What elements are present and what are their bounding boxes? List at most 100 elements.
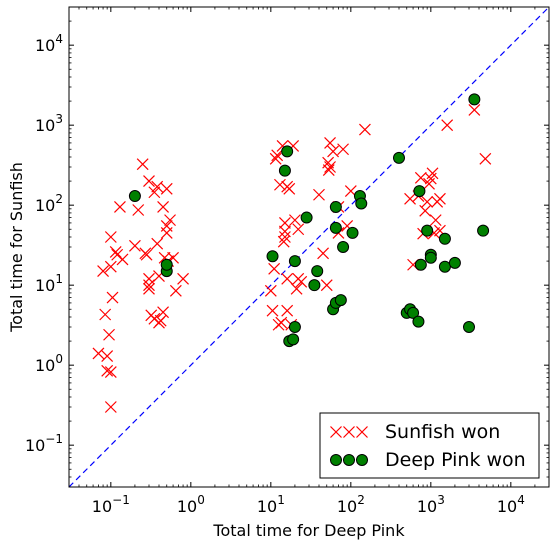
sunfish-won-point <box>101 350 114 362</box>
deep-pink-won-point <box>288 255 301 268</box>
deep-pink-won-point <box>355 197 368 210</box>
legend-label-sunfish: Sunfish won <box>385 421 500 443</box>
sunfish-won-point <box>278 225 291 238</box>
sunfish-won-point <box>358 123 371 136</box>
deep-pink-won-point <box>468 93 481 106</box>
y-axis-title: Total time for Sunfish <box>7 162 26 333</box>
sunfish-won-point <box>288 214 301 227</box>
y-tick-label: 100 <box>35 352 63 375</box>
deep-pink-won-point <box>407 306 420 319</box>
deep-pink-won-point <box>329 221 342 234</box>
x-tick-label: 104 <box>497 493 525 516</box>
x-axis-title: Total time for Deep Pink <box>212 521 405 540</box>
legend-marker-deep-pink <box>330 454 368 466</box>
sunfish-won-point <box>327 145 340 158</box>
deep-pink-won-point <box>438 260 451 273</box>
x-tick-label: 10−1 <box>92 493 130 516</box>
sunfish-won-point <box>157 306 170 319</box>
deep-pink-won-point <box>128 190 141 203</box>
deep-pink-won-point <box>421 224 434 237</box>
axis-ticks <box>69 7 549 487</box>
deep-pink-won-point <box>412 315 425 328</box>
deep-pink-won-point <box>413 185 426 198</box>
deep-pink-won-point <box>463 321 475 333</box>
y-tick-label: 104 <box>35 32 63 55</box>
deep-pink-won-point <box>424 251 437 264</box>
reference-line <box>69 7 549 487</box>
sunfish-won-point <box>128 239 141 252</box>
sunfish-won-point <box>104 231 117 243</box>
sunfish-won-point <box>104 260 117 273</box>
sunfish-won-point <box>164 214 176 227</box>
legend-circle-marker <box>343 454 355 466</box>
y-tick-label: 10−1 <box>25 432 63 455</box>
sunfish-won-point <box>414 171 427 184</box>
sunfish-won-point <box>151 180 164 193</box>
sunfish-won-point <box>177 272 190 285</box>
sunfish-won-point <box>290 282 303 295</box>
sunfish-won-point <box>169 284 182 297</box>
sunfish-won-point <box>140 248 153 261</box>
sunfish-won-point <box>99 308 112 321</box>
sunfish-won-point <box>264 284 277 297</box>
y-tick-label: 101 <box>35 272 63 295</box>
sunfish-won-point <box>468 104 481 116</box>
sunfish-won-point <box>132 204 145 216</box>
sunfish-won-point <box>281 304 294 317</box>
legend-label-deep-pink: Deep Pink won <box>385 449 526 471</box>
deep-pink-won-point <box>311 265 324 278</box>
sunfish-won-point <box>324 161 336 173</box>
deep-pink-won-point <box>448 256 461 269</box>
sunfish-won-point <box>268 262 281 275</box>
x-tick-label: 103 <box>417 493 445 516</box>
sunfish-won-point <box>278 216 291 229</box>
sunfish-won-point <box>143 175 155 188</box>
sunfish-won-point <box>317 247 330 260</box>
sunfish-won-point <box>313 188 325 201</box>
x-tick-label: 100 <box>177 493 205 516</box>
sunfish-won-point <box>283 182 296 195</box>
sunfish-won-point <box>157 201 170 213</box>
sunfish-won-point <box>278 231 291 243</box>
sunfish-won-point <box>92 347 105 360</box>
sunfish-won-point <box>277 235 290 248</box>
deep-pink-won-point <box>281 145 294 158</box>
sunfish-won-point <box>426 167 439 180</box>
sunfish-won-point <box>421 195 434 208</box>
deep-pink-won-point <box>337 241 350 253</box>
sunfish-won-point <box>479 152 492 165</box>
sunfish-won-point <box>160 182 173 195</box>
deep-pink-won-point <box>346 226 359 239</box>
sunfish-won-point <box>106 291 119 304</box>
sunfish-won-point <box>116 253 129 266</box>
x-tick-label: 102 <box>337 493 365 516</box>
deep-pink-won-point <box>160 258 173 271</box>
sunfish-won-point <box>281 272 294 285</box>
sunfish-won-point <box>143 279 155 292</box>
legend-circle-marker <box>356 454 368 466</box>
sunfish-won-point <box>103 328 115 341</box>
sunfish-won-point <box>320 279 333 292</box>
x-tick-label: 101 <box>257 493 285 516</box>
legend: Sunfish won Deep Pink won <box>319 412 540 479</box>
sunfish-won-point <box>104 366 117 378</box>
sunfish-won-point <box>295 275 308 288</box>
legend-x-marker <box>330 426 342 438</box>
deep-pink-won-point <box>278 164 291 177</box>
deep-pink-won-point <box>334 294 347 307</box>
deep-pink-won-point <box>392 151 405 164</box>
deep-pink-won-point <box>477 224 490 237</box>
sunfish-won-point <box>292 223 305 236</box>
sunfish-won-point <box>114 201 126 213</box>
sunfish-won-point <box>441 119 454 132</box>
y-tick-label: 102 <box>35 192 63 215</box>
sunfish-won-point <box>271 149 284 162</box>
sunfish-won-point <box>274 178 286 191</box>
markers-group <box>92 93 492 413</box>
deep-pink-won-point <box>300 211 313 224</box>
sunfish-won-point <box>324 136 336 149</box>
sunfish-won-point <box>154 314 167 327</box>
y-tick-label: 103 <box>35 112 63 135</box>
deep-pink-won-point <box>414 258 427 271</box>
